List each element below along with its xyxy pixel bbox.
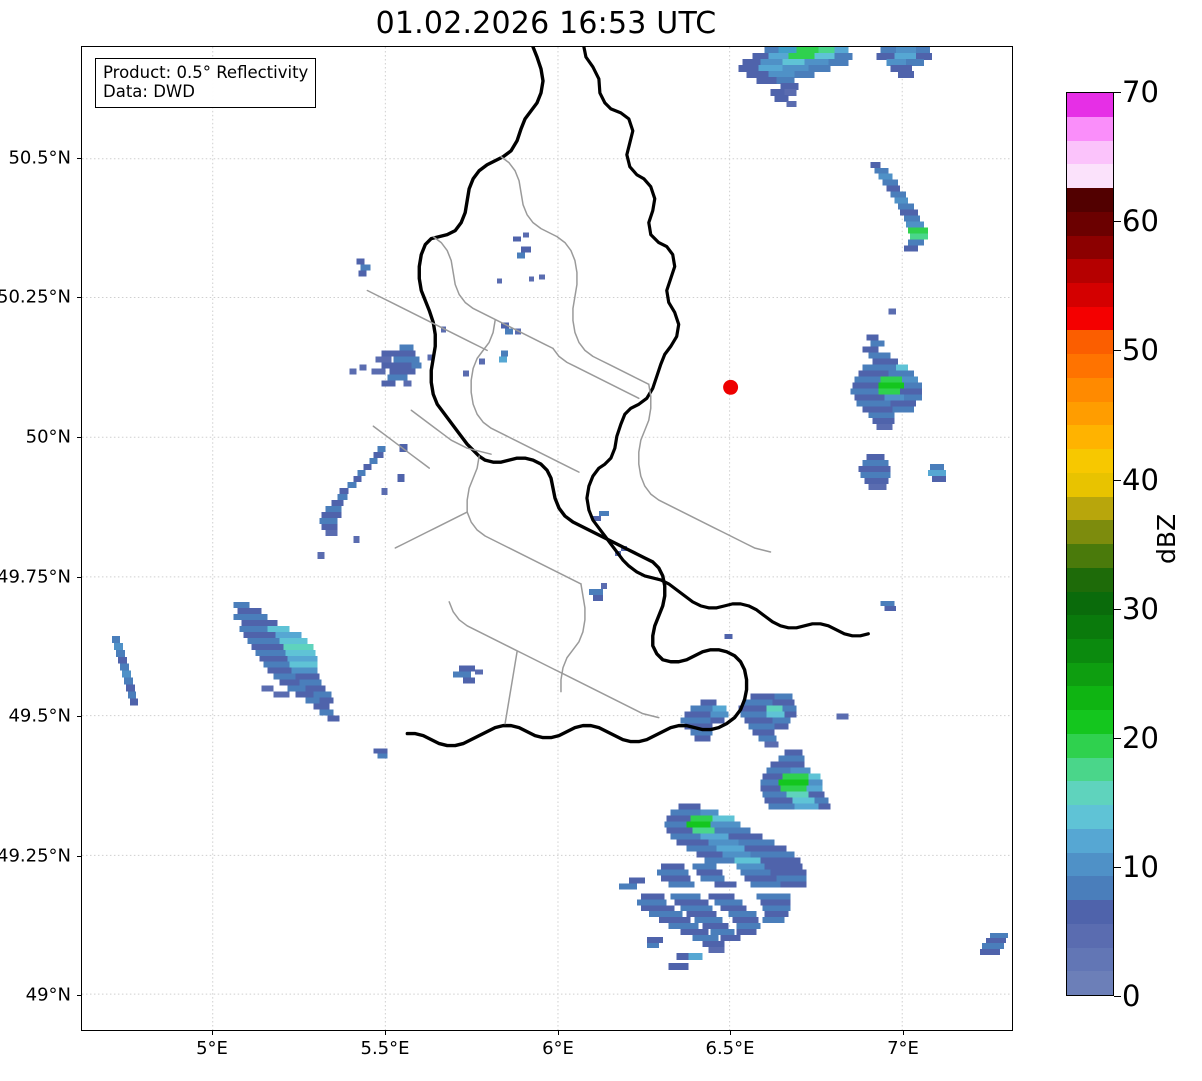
colorbar-band-26 xyxy=(1067,354,1113,378)
luxembourg-border xyxy=(405,47,749,748)
ytick-mark xyxy=(77,856,81,857)
ytick-label-5025N: 50.25°N xyxy=(0,286,71,308)
info-box: Product: 0.5° Reflectivity Data: DWD xyxy=(95,58,317,108)
info-data-line: Data: DWD xyxy=(103,82,195,102)
colorbar-band-34 xyxy=(1067,164,1113,189)
page-title: 01.02.2026 16:53 UTC xyxy=(375,6,717,41)
ytick-label-50N: 50°N xyxy=(25,426,71,448)
xtick-label-5E: 5°E xyxy=(196,1038,228,1059)
xtick-label-55E: 5.5°E xyxy=(360,1038,410,1059)
xtick-mark xyxy=(903,1031,904,1035)
colorbar-band-1 xyxy=(1067,947,1113,972)
radar-map-svg xyxy=(82,47,1012,1030)
colorbar-band-20 xyxy=(1067,496,1113,521)
ytick-mark xyxy=(77,577,81,578)
colorbar-band-23 xyxy=(1067,425,1113,450)
cbtick-label-30: 30 xyxy=(1122,592,1159,626)
xtick-mark xyxy=(558,1031,559,1035)
colorbar-band-19 xyxy=(1067,520,1113,545)
cbtick-mark xyxy=(1114,480,1121,482)
colorbar-band-32 xyxy=(1067,211,1113,236)
cbtick-mark xyxy=(1114,92,1121,94)
cbtick-label-50: 50 xyxy=(1122,333,1159,367)
colorbar-band-2 xyxy=(1067,923,1113,948)
ytick-mark xyxy=(77,995,81,996)
map-plot-area[interactable]: Product: 0.5° Reflectivity Data: DWD xyxy=(81,46,1013,1031)
cbtick-mark xyxy=(1114,609,1121,611)
canton-borders xyxy=(366,156,772,725)
xtick-mark xyxy=(212,1031,213,1035)
colorbar-band-0 xyxy=(1067,971,1113,995)
colorbar-band-21 xyxy=(1067,472,1113,497)
cbtick-label-40: 40 xyxy=(1122,463,1159,497)
colorbar-band-8 xyxy=(1067,781,1113,806)
reflectivity-colorbar[interactable] xyxy=(1066,92,1114,996)
ytick-mark xyxy=(77,437,81,438)
colorbar-band-13 xyxy=(1067,662,1113,687)
colorbar-band-12 xyxy=(1067,686,1113,711)
cbtick-label-0: 0 xyxy=(1122,979,1141,1013)
ytick-mark xyxy=(77,158,81,159)
colorbar-band-14 xyxy=(1067,638,1113,663)
colorbar-band-5 xyxy=(1067,852,1113,877)
colorbar-band-15 xyxy=(1067,615,1113,639)
colorbar-band-9 xyxy=(1067,757,1113,782)
colorbar-band-25 xyxy=(1067,377,1113,402)
colorbar-band-24 xyxy=(1067,401,1113,426)
info-product-line: Product: 0.5° Reflectivity xyxy=(103,63,309,82)
cbtick-label-60: 60 xyxy=(1122,204,1159,238)
colorbar-band-3 xyxy=(1067,900,1113,924)
colorbar-band-31 xyxy=(1067,235,1113,260)
colorbar-band-18 xyxy=(1067,544,1113,568)
colorbar-band-29 xyxy=(1067,282,1113,307)
cbtick-mark xyxy=(1114,350,1121,352)
colorbar-band-17 xyxy=(1067,567,1113,592)
radar-echoes xyxy=(111,47,1009,971)
colorbar-axis-label: dBZ xyxy=(1152,513,1181,564)
colorbar-band-36 xyxy=(1067,116,1113,141)
colorbar-band-16 xyxy=(1067,591,1113,616)
cbtick-label-70: 70 xyxy=(1122,75,1159,109)
xtick-mark xyxy=(730,1031,731,1035)
colorbar-band-7 xyxy=(1067,805,1113,829)
xtick-mark xyxy=(385,1031,386,1035)
ytick-mark xyxy=(77,297,81,298)
cbtick-mark xyxy=(1114,221,1121,223)
xtick-label-65E: 6.5°E xyxy=(705,1038,755,1059)
ytick-label-495N: 49.5°N xyxy=(8,705,71,727)
cbtick-mark xyxy=(1114,996,1121,998)
cbtick-mark xyxy=(1114,738,1121,740)
colorbar-band-35 xyxy=(1067,140,1113,165)
country-borders xyxy=(582,47,870,638)
radar-site-marker xyxy=(723,379,739,395)
cbtick-label-10: 10 xyxy=(1122,850,1159,884)
cbtick-label-20: 20 xyxy=(1122,721,1159,755)
ytick-mark xyxy=(77,716,81,717)
colorbar-band-37 xyxy=(1067,93,1113,117)
ytick-label-4975N: 49.75°N xyxy=(0,566,71,588)
colorbar-band-10 xyxy=(1067,733,1113,758)
ytick-label-49N: 49°N xyxy=(25,984,71,1006)
colorbar-band-30 xyxy=(1067,259,1113,283)
cbtick-mark xyxy=(1114,867,1121,869)
colorbar-band-4 xyxy=(1067,876,1113,901)
colorbar-band-28 xyxy=(1067,306,1113,331)
colorbar-band-33 xyxy=(1067,188,1113,212)
colorbar-band-22 xyxy=(1067,449,1113,473)
colorbar-band-27 xyxy=(1067,330,1113,355)
colorbar-band-6 xyxy=(1067,828,1113,853)
xtick-label-6E: 6°E xyxy=(542,1038,574,1059)
gridlines xyxy=(82,47,1012,1030)
xtick-label-7E: 7°E xyxy=(887,1038,919,1059)
ytick-label-505N: 50.5°N xyxy=(8,147,71,169)
ytick-label-4925N: 49.25°N xyxy=(0,845,71,867)
colorbar-band-11 xyxy=(1067,710,1113,734)
